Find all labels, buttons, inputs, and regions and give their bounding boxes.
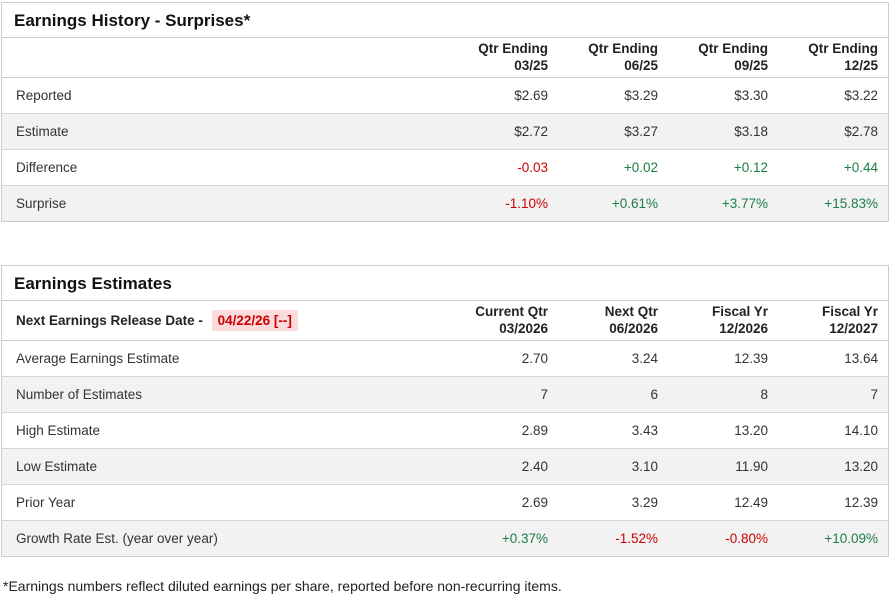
row-label: High Estimate: [2, 412, 448, 449]
earnings-history-title: Earnings History - Surprises*: [2, 3, 888, 38]
cell: +0.02: [558, 149, 668, 186]
header-spacer: [2, 38, 448, 78]
cell: 12.39: [734, 351, 768, 366]
column-header-qtr-0625: Qtr Ending 06/25: [558, 38, 668, 78]
column-header-fiscal-yr-2026: Fiscal Yr 12/2026: [668, 301, 778, 341]
cell: +0.37%: [448, 520, 558, 556]
cell: -1.52%: [558, 520, 668, 556]
table-row-average-estimate: Average Earnings Estimate 2.70 3.24 12.3…: [2, 341, 888, 377]
column-header-current-qtr: Current Qtr 03/2026: [448, 301, 558, 341]
column-header-label: Next Qtr: [604, 304, 658, 319]
cell: -1.10%: [448, 185, 558, 221]
cell: 3.29: [558, 484, 668, 521]
row-label: Growth Rate Est. (year over year): [2, 520, 448, 556]
table-row-difference: Difference -0.03 +0.02 +0.12 +0.44: [2, 149, 888, 186]
cell: +10.09%: [778, 520, 888, 556]
earnings-history-table: Qtr Ending 03/25 Qtr Ending 06/25 Qtr En…: [2, 38, 888, 221]
cell: 2.69: [448, 484, 558, 521]
column-header-sub: 03/2026: [499, 321, 548, 336]
row-label: Number of Estimates: [2, 376, 448, 413]
column-header-label: Qtr Ending: [588, 41, 658, 56]
column-header-label: Fiscal Yr: [821, 304, 878, 319]
row-label: Difference: [2, 149, 448, 186]
cell: $2.72: [448, 113, 558, 150]
row-label: Low Estimate: [2, 448, 448, 485]
cell: 2.40: [448, 448, 558, 485]
table-row-surprise: Surprise -1.10% +0.61% +3.77% +15.83%: [2, 185, 888, 221]
cell: +0.12: [668, 149, 778, 186]
column-header-label: Current Qtr: [475, 304, 548, 319]
cell: $3.29: [624, 88, 658, 103]
next-earnings-release-date[interactable]: 04/22/26 [--]: [211, 309, 298, 331]
cell: 6: [558, 376, 668, 413]
column-header-sub: 09/25: [734, 58, 768, 73]
table-row-estimate: Estimate $2.72 $3.27 $3.18 $2.78: [2, 113, 888, 150]
cell: $3.27: [558, 113, 668, 150]
earnings-estimates-title: Earnings Estimates: [2, 266, 888, 301]
cell: +0.61%: [558, 185, 668, 221]
next-earnings-release-label: Next Earnings Release Date -: [16, 312, 203, 328]
earnings-estimates-panel: Earnings Estimates Next Earnings Release…: [1, 265, 889, 557]
cell: $2.69: [514, 88, 548, 103]
cell: 11.90: [668, 448, 778, 485]
row-label: Average Earnings Estimate: [16, 351, 180, 366]
cell: 2.89: [448, 412, 558, 449]
cell: 2.70: [521, 351, 548, 366]
cell: 7: [448, 376, 558, 413]
cell: 13.20: [668, 412, 778, 449]
cell: 3.43: [558, 412, 668, 449]
earnings-estimates-header-row: Next Earnings Release Date - 04/22/26 [-…: [2, 301, 888, 341]
next-earnings-release: Next Earnings Release Date - 04/22/26 [-…: [2, 301, 448, 341]
cell: 12.49: [668, 484, 778, 521]
row-label: Estimate: [2, 113, 448, 150]
cell: +15.83%: [778, 185, 888, 221]
cell: 13.64: [844, 351, 878, 366]
earnings-history-panel: Earnings History - Surprises* Qtr Ending…: [1, 2, 889, 222]
column-header-sub: 03/25: [514, 58, 548, 73]
cell: $3.22: [844, 88, 878, 103]
column-header-qtr-1225: Qtr Ending 12/25: [778, 38, 888, 78]
cell: 8: [668, 376, 778, 413]
cell: 3.10: [558, 448, 668, 485]
column-header-qtr-0325: Qtr Ending 03/25: [448, 38, 558, 78]
column-header-sub: 12/25: [844, 58, 878, 73]
column-header-label: Qtr Ending: [808, 41, 878, 56]
column-header-sub: 12/2027: [829, 321, 878, 336]
earnings-footnote: *Earnings numbers reflect diluted earnin…: [3, 578, 562, 594]
table-row-number-of-estimates: Number of Estimates 7 6 8 7: [2, 376, 888, 413]
cell: 3.24: [631, 351, 658, 366]
column-header-label: Qtr Ending: [698, 41, 768, 56]
earnings-history-header-row: Qtr Ending 03/25 Qtr Ending 06/25 Qtr En…: [2, 38, 888, 78]
cell: -0.80%: [668, 520, 778, 556]
cell: $3.18: [668, 113, 778, 150]
column-header-sub: 12/2026: [719, 321, 768, 336]
cell: 14.10: [778, 412, 888, 449]
column-header-label: Fiscal Yr: [711, 304, 768, 319]
cell: +0.44: [778, 149, 888, 186]
column-header-sub: 06/2026: [609, 321, 658, 336]
table-row-reported: Reported $2.69 $3.29 $3.30 $3.22: [2, 78, 888, 114]
cell: 7: [778, 376, 888, 413]
column-header-qtr-0925: Qtr Ending 09/25: [668, 38, 778, 78]
cell: $2.78: [778, 113, 888, 150]
table-row-growth-rate: Growth Rate Est. (year over year) +0.37%…: [2, 520, 888, 556]
row-label: Prior Year: [2, 484, 448, 521]
table-row-low-estimate: Low Estimate 2.40 3.10 11.90 13.20: [2, 448, 888, 485]
cell: 13.20: [778, 448, 888, 485]
cell: 12.39: [778, 484, 888, 521]
column-header-fiscal-yr-2027: Fiscal Yr 12/2027: [778, 301, 888, 341]
cell: +3.77%: [668, 185, 778, 221]
cell: $3.30: [734, 88, 768, 103]
cell: -0.03: [448, 149, 558, 186]
row-label: Reported: [16, 88, 72, 103]
table-row-high-estimate: High Estimate 2.89 3.43 13.20 14.10: [2, 412, 888, 449]
row-label: Surprise: [2, 185, 448, 221]
column-header-label: Qtr Ending: [478, 41, 548, 56]
earnings-estimates-table: Next Earnings Release Date - 04/22/26 [-…: [2, 301, 888, 556]
table-row-prior-year: Prior Year 2.69 3.29 12.49 12.39: [2, 484, 888, 521]
column-header-sub: 06/25: [624, 58, 658, 73]
column-header-next-qtr: Next Qtr 06/2026: [558, 301, 668, 341]
